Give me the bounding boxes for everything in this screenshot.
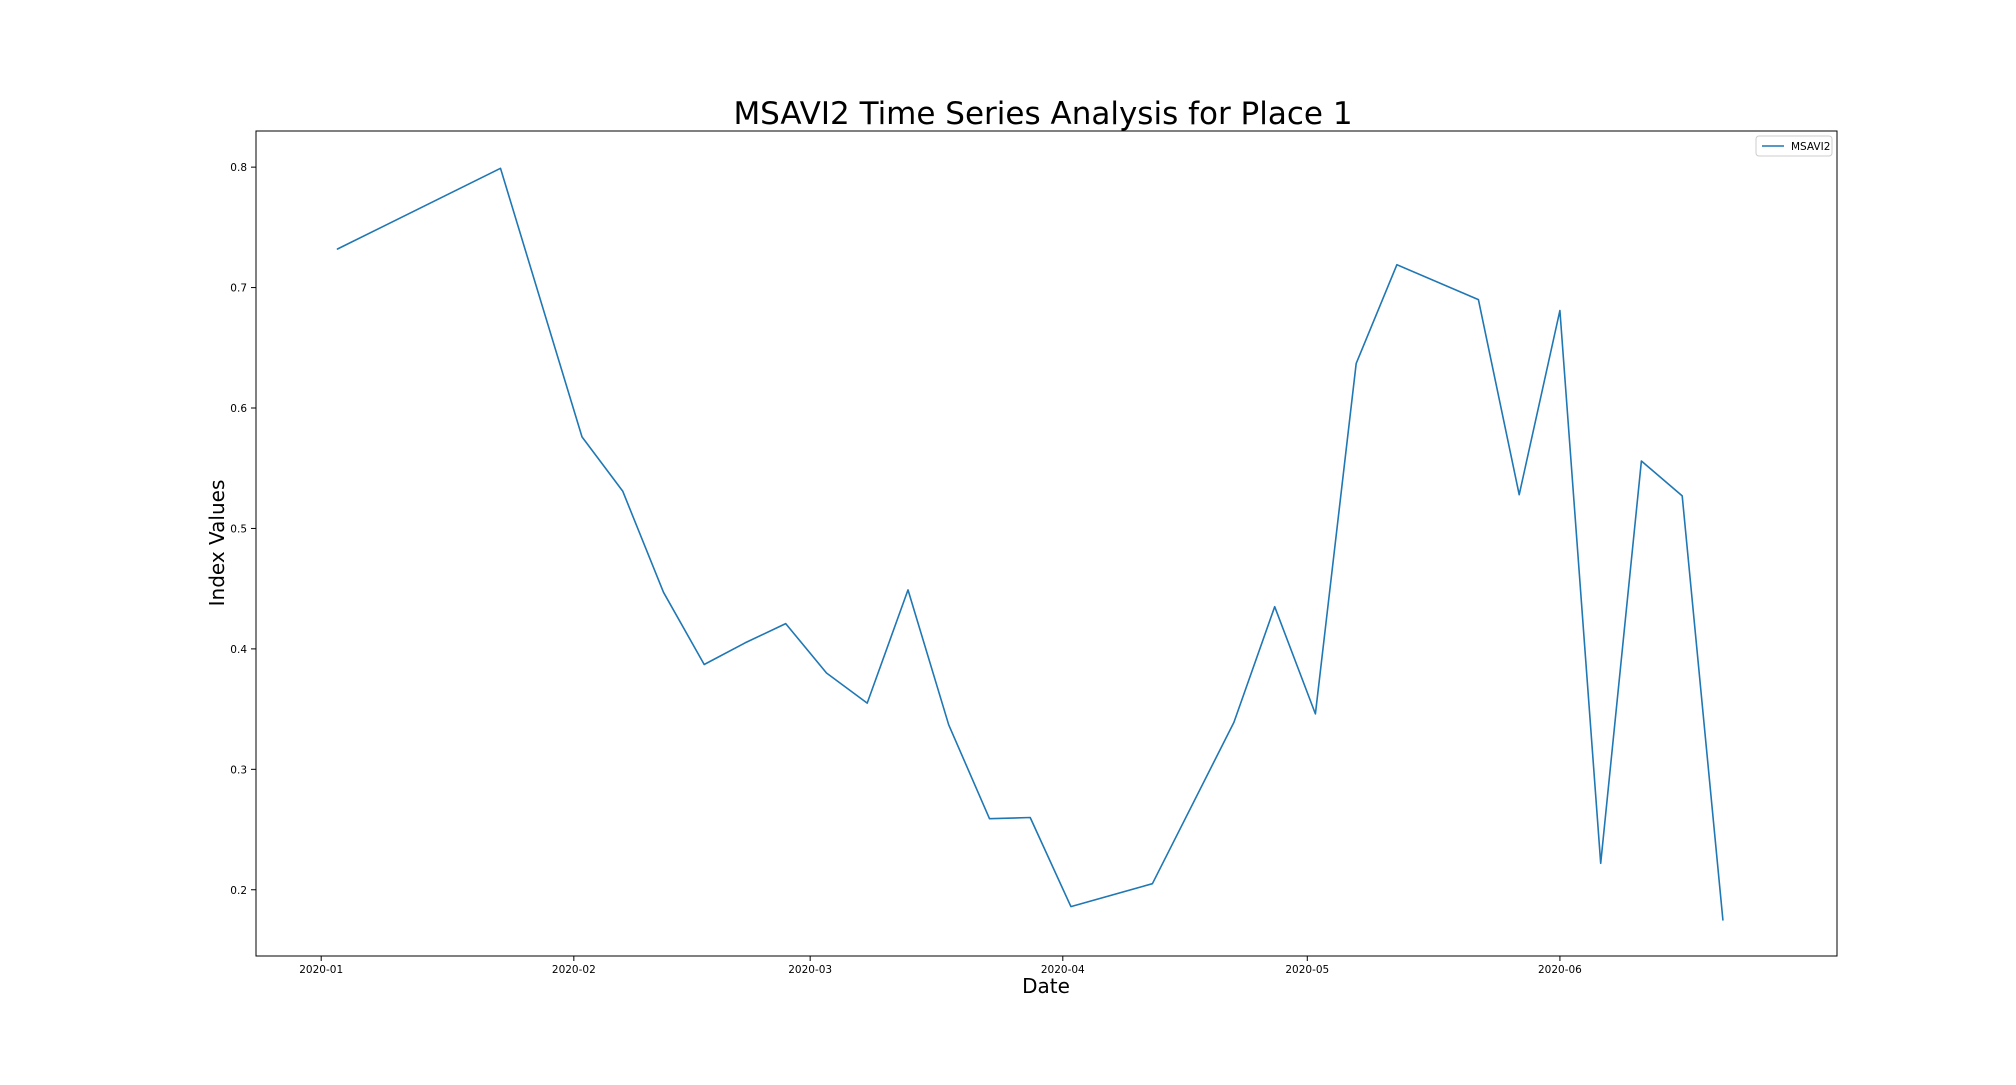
series-layer	[336, 167, 1724, 921]
chart-title: MSAVI2 Time Series Analysis for Place 1	[733, 96, 1352, 132]
y-axis-ticks: 0.2 0.3 0.4 0.5 0.6 0.7 0.8	[230, 162, 256, 897]
legend: MSAVI2	[1755, 135, 1833, 157]
series-line-msavi2	[336, 167, 1724, 921]
legend-label-msavi2: MSAVI2	[1791, 141, 1830, 153]
y-tick-label: 0.3	[230, 764, 247, 776]
legend-box	[1755, 135, 1833, 157]
y-tick-label: 0.2	[230, 885, 247, 897]
y-tick-label: 0.8	[230, 162, 247, 174]
y-tick-label: 0.6	[230, 403, 247, 415]
y-tick-label: 0.7	[230, 283, 247, 295]
x-axis-label: Date	[1022, 974, 1070, 998]
x-tick-label: 2020-04	[1041, 964, 1085, 976]
x-tick-label: 2020-01	[299, 964, 343, 976]
x-axis-ticks: 2020-01 2020-02 2020-03 2020-04 2020-05 2020-…	[299, 956, 1582, 976]
y-tick-label: 0.5	[230, 523, 247, 535]
x-tick-label: 2020-03	[788, 964, 832, 976]
y-axis-label: Index Values	[205, 480, 229, 607]
y-tick-label: 0.4	[230, 644, 247, 656]
x-tick-label: 2020-02	[552, 964, 596, 976]
x-tick-label: 2020-05	[1285, 964, 1329, 976]
x-tick-label: 2020-06	[1538, 964, 1582, 976]
plot-area-frame	[255, 130, 1838, 957]
